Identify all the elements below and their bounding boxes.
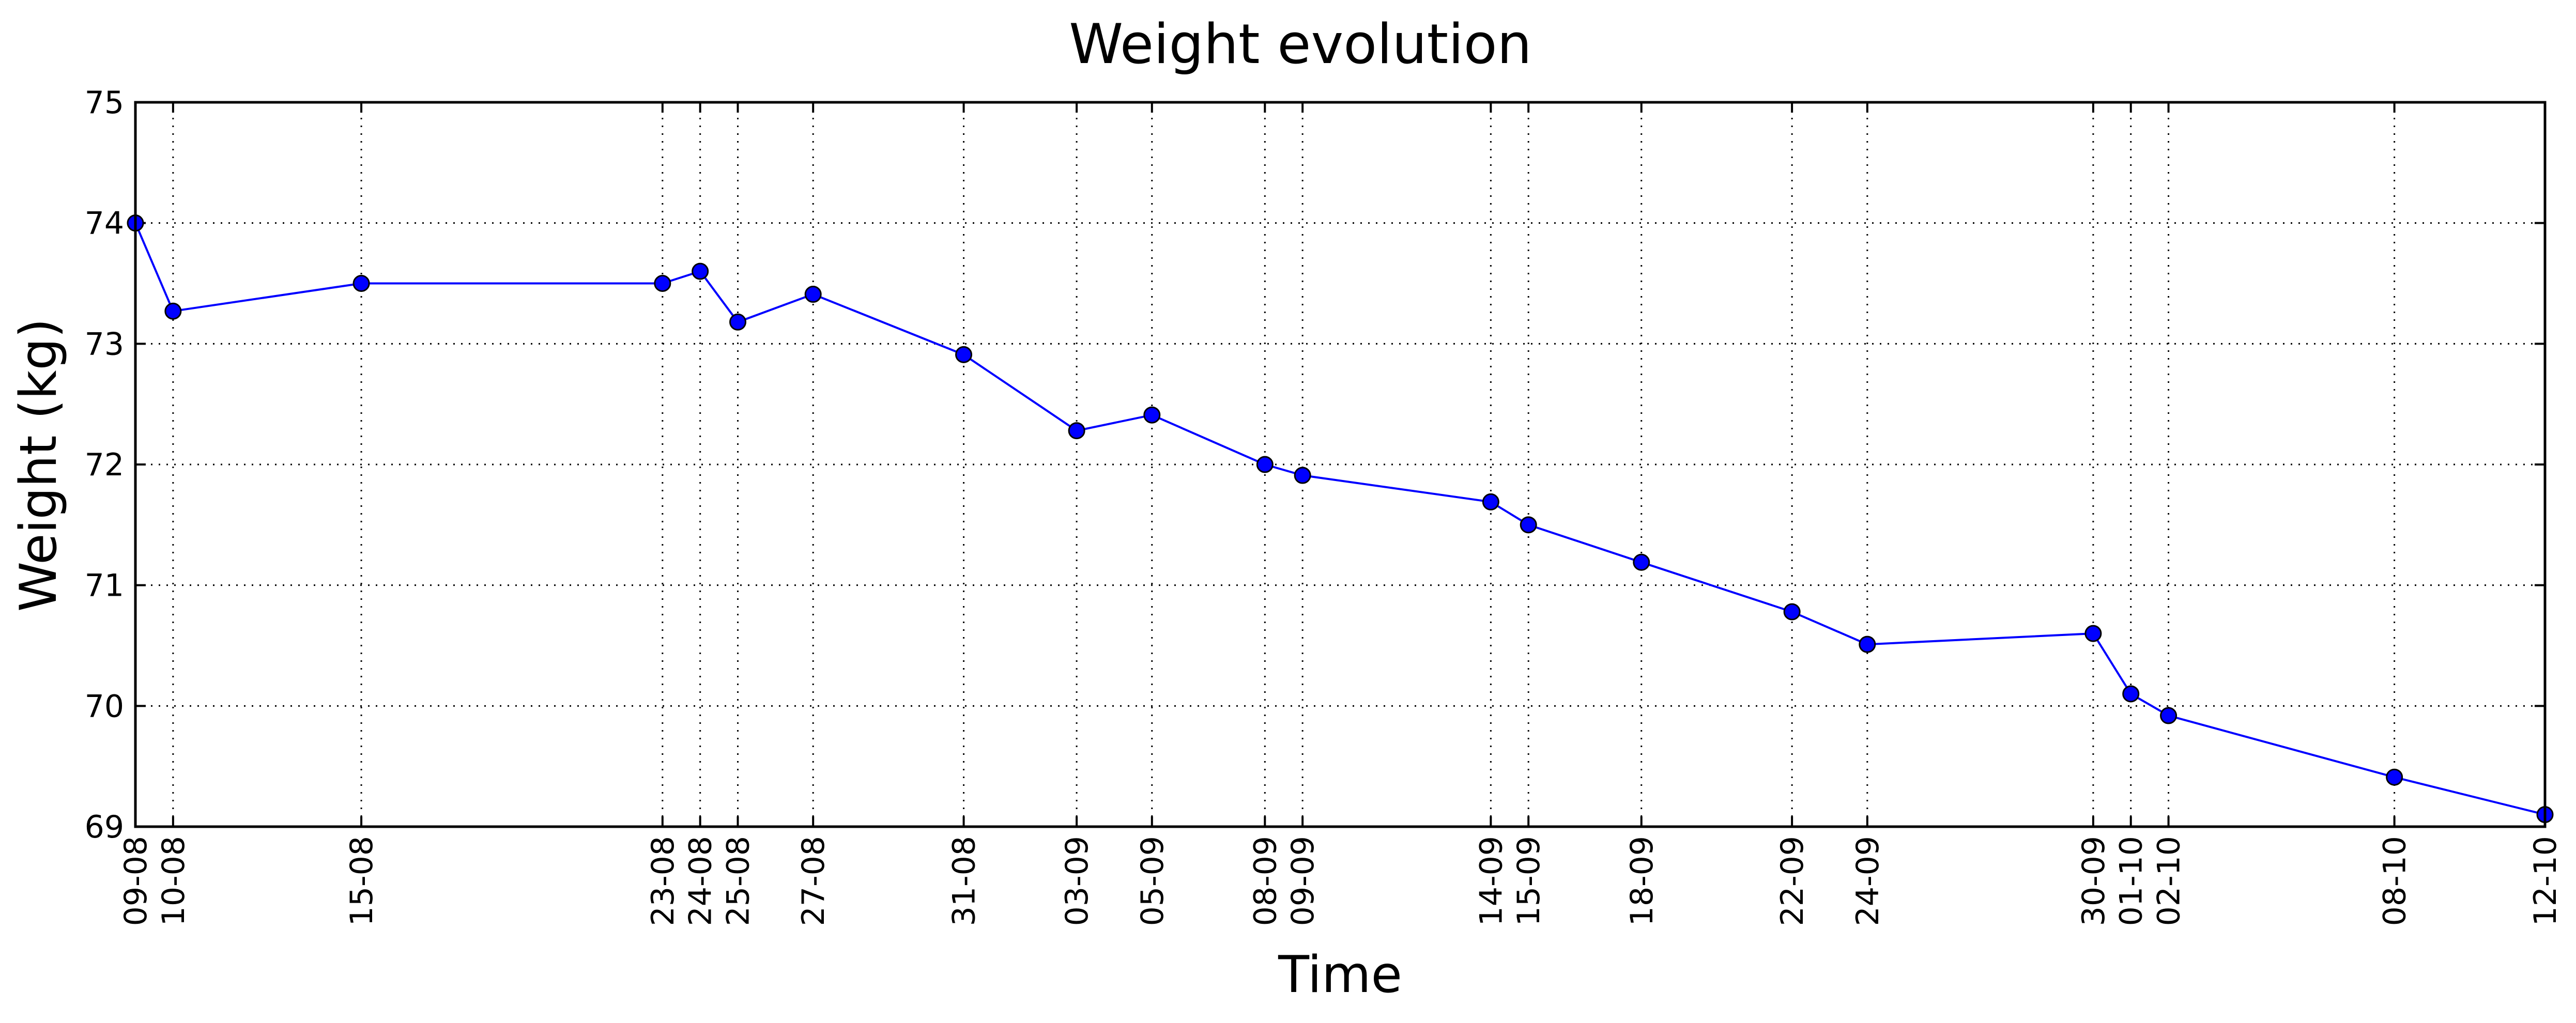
y-tick-labels: 69 70 71 72 73 74 75 (85, 85, 124, 845)
y-tick-label: 72 (85, 447, 124, 483)
x-tick-labels: 09-08 10-08 15-08 23-08 24-08 25-08 27-08 31-08… (118, 836, 2564, 926)
data-point (955, 346, 973, 363)
x-tick-label: 09-09 (1285, 836, 1321, 926)
x-tick-label: 10-08 (156, 836, 192, 926)
data-point (729, 313, 746, 331)
x-tick-label: 12-10 (2527, 836, 2564, 926)
y-tick-label: 70 (85, 688, 124, 724)
y-tick-label: 75 (85, 85, 124, 121)
data-point (352, 275, 370, 292)
x-tick-label: 14-09 (1473, 836, 1509, 926)
y-tick-label: 73 (85, 326, 124, 362)
plot-area-frame (134, 101, 2547, 828)
data-point (1482, 493, 1499, 510)
x-axis-label: Time (1278, 946, 1402, 1004)
data-point (2160, 707, 2178, 724)
y-tick-label: 74 (85, 206, 124, 242)
x-tick-label: 15-09 (1511, 836, 1547, 926)
x-tick-label: 08-09 (1247, 836, 1283, 926)
data-point (654, 275, 671, 292)
grid-lines (135, 102, 2545, 827)
x-tick-label: 25-08 (720, 836, 757, 926)
x-tick-label: 24-08 (683, 836, 719, 926)
data-point (1633, 553, 1650, 571)
data-point (1256, 456, 1274, 473)
data-point (1294, 467, 1311, 484)
y-axis-label: Weight (kg) (9, 318, 68, 612)
x-tick-label: 03-09 (1059, 836, 1095, 926)
x-tick-label: 09-08 (118, 836, 154, 926)
data-point (2122, 685, 2140, 703)
data-point (2386, 768, 2403, 786)
x-tick-label: 08-10 (2377, 836, 2413, 926)
x-tick-label: 18-09 (1624, 836, 1660, 926)
x-tick-label: 02-10 (2151, 836, 2187, 926)
x-tick-label: 31-08 (946, 836, 983, 926)
x-tick-label: 23-08 (645, 836, 681, 926)
data-point (164, 302, 182, 320)
x-tick-label: 30-09 (2076, 836, 2112, 926)
x-tick-label: 24-09 (1850, 836, 1886, 926)
series-line (134, 222, 2546, 816)
data-point (692, 262, 709, 280)
data-point (1520, 516, 1537, 534)
data-point (1143, 406, 1161, 424)
series-weight (127, 214, 2554, 824)
x-tick-label: 05-09 (1134, 836, 1171, 926)
data-point (2084, 625, 2102, 642)
y-tick-label: 69 (85, 809, 124, 845)
x-tick-label: 15-08 (344, 836, 380, 926)
data-point (1783, 603, 1801, 621)
x-tick-label: 22-09 (1774, 836, 1811, 926)
data-point (1859, 636, 1876, 653)
chart-title: Weight evolution (1069, 12, 1531, 76)
y-tick-label: 71 (85, 568, 124, 604)
data-point (1068, 422, 1085, 440)
x-tick-label: 27-08 (795, 836, 832, 926)
data-point (804, 286, 822, 303)
x-tick-label: 01-10 (2113, 836, 2150, 926)
